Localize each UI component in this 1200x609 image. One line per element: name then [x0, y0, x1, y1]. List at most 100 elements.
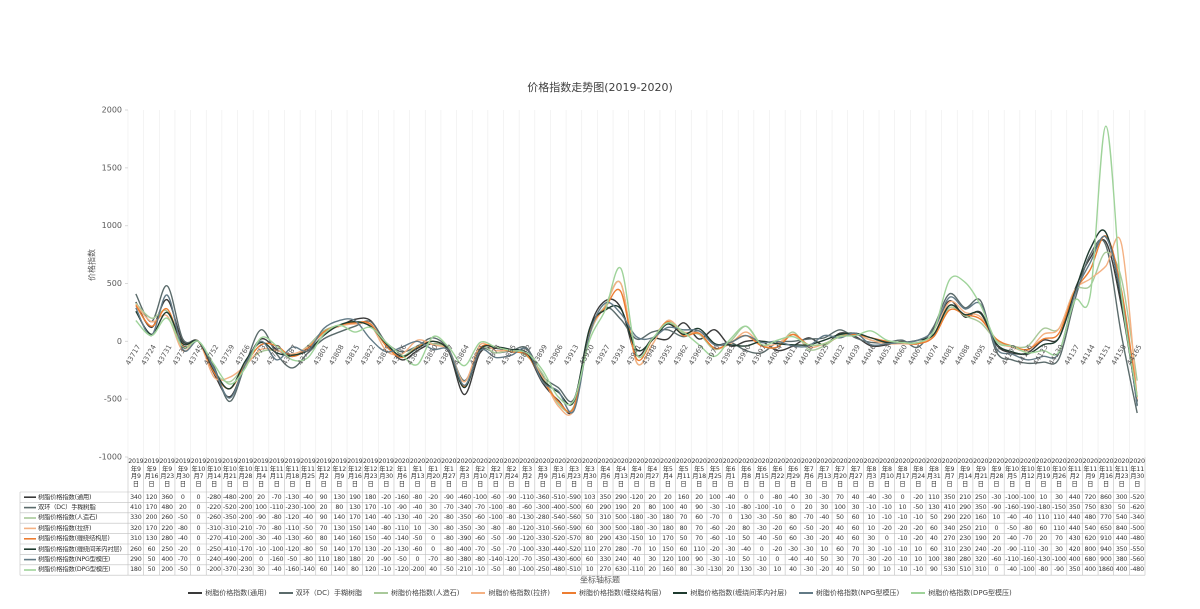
- table-value: 50: [319, 545, 328, 553]
- table-value: 330: [599, 555, 611, 563]
- table-value: 80: [648, 503, 656, 511]
- table-value: -80: [303, 555, 313, 563]
- table-value: 510: [959, 566, 971, 574]
- table-value: 830: [1100, 503, 1112, 511]
- table-value: -150: [1052, 503, 1066, 511]
- table-value: -80: [741, 503, 751, 511]
- table-value: 90: [695, 555, 703, 563]
- table-value: 30: [429, 503, 437, 511]
- table-value: -350: [222, 514, 237, 522]
- table-value: 0: [775, 555, 780, 563]
- table-value: -70: [475, 503, 485, 511]
- table-value: 0: [994, 524, 999, 532]
- table-value: 150: [662, 545, 674, 553]
- table-value: 770: [1100, 514, 1112, 522]
- table-header: 2020年10月26日: [1051, 458, 1067, 488]
- table-value: 30: [648, 555, 656, 563]
- table-value: 240: [975, 545, 987, 553]
- table-value: -80: [381, 524, 391, 532]
- table-value: 10: [585, 566, 594, 574]
- legend-item: 树脂价格指数(NPG型模压): [798, 588, 899, 598]
- table-value: 30: [867, 545, 875, 553]
- table-value: -40: [1022, 514, 1033, 522]
- table-value: 50: [851, 566, 860, 574]
- table-value: 300: [599, 524, 611, 532]
- table-value: 230: [959, 535, 971, 543]
- table-value: 900: [1100, 555, 1112, 563]
- table-value: 350: [599, 493, 611, 501]
- table-value: -50: [772, 514, 783, 522]
- table-value: 130: [349, 503, 361, 511]
- table-value: -20: [991, 545, 1002, 553]
- table-value: 910: [1100, 535, 1112, 543]
- table-value: -230: [238, 566, 253, 574]
- table-value: -40: [741, 545, 751, 553]
- y-tick-label: -500: [104, 395, 122, 404]
- table-value: 10: [914, 545, 922, 553]
- table-value: 250: [959, 524, 971, 532]
- table-value: -440: [551, 545, 566, 553]
- table-value: 30: [851, 503, 860, 511]
- table-value: 10: [867, 514, 875, 522]
- table-value: -30: [803, 545, 814, 553]
- table-header: 2020年2月24日: [503, 458, 519, 488]
- table-value: 60: [695, 514, 703, 522]
- table-header: 2020年4月13日: [613, 458, 629, 488]
- table-value: -160: [269, 555, 284, 563]
- table-value: -540: [551, 514, 566, 522]
- table-value: 840: [1115, 524, 1128, 532]
- table-value: 60: [1039, 524, 1048, 532]
- table-value: -160: [285, 566, 300, 574]
- table-header: 2020年6月15日: [754, 458, 770, 488]
- table-value: 20: [319, 503, 328, 511]
- table-value: 70: [679, 514, 688, 522]
- table-header: 2019年12月16日: [347, 458, 363, 488]
- table-header: 2020年11月9日: [1082, 458, 1098, 488]
- table-value: -50: [177, 566, 188, 574]
- table-value: -10: [725, 535, 736, 543]
- table-value: 60: [929, 545, 938, 553]
- table-value: 0: [728, 514, 733, 522]
- table-value: -40: [788, 555, 798, 563]
- table-header: 2020年3月2日: [519, 458, 535, 488]
- table-value: 240: [615, 555, 627, 563]
- table-value: -50: [177, 514, 188, 522]
- table-value: 160: [975, 514, 987, 522]
- series-line: [135, 251, 1138, 413]
- table-value: 280: [959, 555, 971, 563]
- table-value: -80: [506, 514, 517, 522]
- table-header: 2020年9月14日: [957, 458, 973, 488]
- table-value: 20: [663, 493, 672, 501]
- table-value: -80: [443, 524, 454, 532]
- table-header: 2020年4月27日: [644, 458, 660, 488]
- table-header: 2020年4月6日: [597, 458, 613, 488]
- table-header: 2020年1月13日: [409, 458, 426, 488]
- table-value: 10: [773, 566, 782, 574]
- table-value: -30: [819, 493, 830, 501]
- table-value: -100: [301, 503, 315, 511]
- table-value: -370: [222, 566, 237, 574]
- table-value: 10: [413, 524, 422, 532]
- table-value: -40: [412, 503, 423, 511]
- table-value: -80: [443, 545, 454, 553]
- table-header: 2020年9月21日: [973, 458, 989, 488]
- table-value: -520: [222, 503, 237, 511]
- table-header: 2020年2月17日: [488, 458, 504, 488]
- table-value: -70: [522, 555, 532, 563]
- table-value: -30: [1038, 545, 1049, 553]
- legend-item: 树脂价格指数(缠绕结构层): [561, 588, 661, 598]
- table-value: 70: [851, 555, 860, 563]
- table-value: 140: [364, 514, 377, 522]
- table-value: -10: [725, 555, 736, 563]
- table-value: -40: [303, 493, 313, 501]
- table-value: -10: [866, 503, 877, 511]
- table-value: 0: [196, 535, 201, 543]
- table-value: -110: [269, 503, 284, 511]
- table-value: -10: [897, 514, 908, 522]
- table-value: 290: [599, 503, 611, 511]
- table-value: -80: [271, 524, 282, 532]
- table-value: -10: [772, 503, 783, 511]
- table-value: 10: [867, 524, 875, 532]
- table-value: -10: [881, 545, 892, 553]
- table-value: -80: [443, 535, 454, 543]
